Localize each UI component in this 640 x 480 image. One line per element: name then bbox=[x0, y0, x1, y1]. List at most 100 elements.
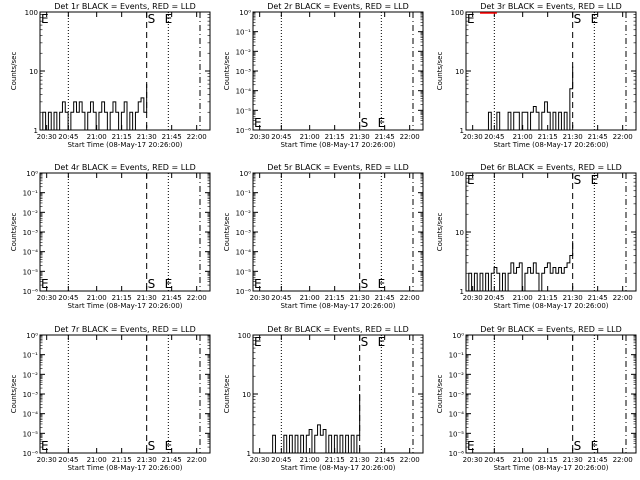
x-tick-label: 22:00 bbox=[400, 133, 420, 141]
y-tick-label: 1 bbox=[247, 450, 251, 458]
end-marker-label: E bbox=[378, 277, 386, 291]
y-tick-label: 10⁻³ bbox=[236, 68, 252, 76]
x-tick-label: 22:00 bbox=[613, 456, 633, 464]
x-tick-label: 21:00 bbox=[513, 456, 533, 464]
x-tick-label: 21:45 bbox=[588, 294, 608, 302]
y-tick-label: 10⁻⁴ bbox=[23, 249, 39, 257]
start-marker-label: S bbox=[361, 116, 369, 130]
end-marker-label: E bbox=[467, 173, 475, 187]
y-tick-label: 100 bbox=[451, 170, 464, 178]
x-tick-label: 21:00 bbox=[513, 294, 533, 302]
chart-title: Det 6r BLACK = Events, RED = LLD bbox=[480, 163, 622, 172]
x-tick-label: 20:30 bbox=[463, 294, 483, 302]
y-tick-label: 10⁻³ bbox=[23, 229, 39, 237]
y-tick-label: 10 bbox=[455, 229, 464, 237]
y-axis-label: Counts/sec bbox=[223, 52, 231, 91]
x-axis-label: Start Time (08-May-17 20:26:00) bbox=[493, 302, 608, 310]
x-tick-label: 21:00 bbox=[300, 294, 320, 302]
end-marker-label: E bbox=[378, 116, 386, 130]
events-series bbox=[466, 241, 574, 292]
x-tick-label: 21:00 bbox=[87, 456, 107, 464]
plot-frame bbox=[252, 172, 424, 292]
x-tick-label: 21:30 bbox=[563, 456, 583, 464]
chart-title: Det 7r BLACK = Events, RED = LLD bbox=[54, 325, 196, 334]
detector-chart-2: Det 2r BLACK = Events, RED = LLD 10⁻⁶ 10⁻⁵… bbox=[223, 2, 424, 149]
x-tick-label: 20:45 bbox=[484, 133, 504, 141]
x-tick-label: 21:45 bbox=[162, 294, 182, 302]
x-axis-label: Start Time (08-May-17 20:26:00) bbox=[67, 464, 182, 472]
end-marker-label: E bbox=[254, 116, 262, 130]
x-tick-label: 20:30 bbox=[37, 294, 57, 302]
y-tick-label: 10⁻⁶ bbox=[236, 127, 252, 135]
chart-title: Det 3r BLACK = Events, RED = LLD bbox=[480, 2, 622, 11]
x-tick-label: 21:30 bbox=[137, 456, 157, 464]
y-axis-label: Counts/sec bbox=[10, 375, 18, 414]
x-tick-label: 20:30 bbox=[463, 133, 483, 141]
y-tick-label: 10⁻¹ bbox=[23, 352, 39, 360]
y-axis-label: Counts/sec bbox=[10, 52, 18, 91]
y-tick-label: 1 bbox=[34, 127, 38, 135]
y-tick-label: 100 bbox=[25, 9, 38, 17]
y-tick-label: 10⁻⁴ bbox=[23, 411, 39, 419]
x-tick-label: 21:15 bbox=[112, 133, 132, 141]
y-tick-label: 10⁻¹ bbox=[236, 190, 252, 198]
start-marker-label: S bbox=[574, 173, 582, 187]
detector-chart-3: Det 3r BLACK = Events, RED = LLD 1 10 100 20… bbox=[436, 2, 637, 149]
x-tick-label: 20:45 bbox=[58, 133, 78, 141]
x-tick-label: 20:30 bbox=[463, 456, 483, 464]
y-tick-label: 10⁰ bbox=[452, 332, 464, 340]
end-marker-label: E bbox=[41, 277, 49, 291]
events-series bbox=[40, 84, 148, 131]
end-marker-label: E bbox=[591, 439, 599, 453]
start-marker-label: S bbox=[361, 277, 369, 291]
x-tick-label: 20:45 bbox=[271, 456, 291, 464]
end-marker-label: E bbox=[254, 277, 262, 291]
y-axis-label: Counts/sec bbox=[223, 375, 231, 414]
detector-chart-6: Det 6r BLACK = Events, RED = LLD 1 10 100 20… bbox=[436, 163, 637, 310]
x-tick-label: 21:30 bbox=[350, 294, 370, 302]
end-marker-label: E bbox=[41, 12, 49, 26]
end-marker-label: E bbox=[165, 439, 173, 453]
x-tick-label: 20:45 bbox=[58, 294, 78, 302]
x-tick-label: 21:15 bbox=[325, 133, 345, 141]
detector-chart-8: Det 8r BLACK = Events, RED = LLD 1 10 100 20… bbox=[223, 325, 424, 472]
y-axis-label: Counts/sec bbox=[436, 52, 444, 91]
y-tick-label: 10⁻¹ bbox=[236, 29, 252, 37]
x-tick-label: 21:15 bbox=[538, 294, 558, 302]
y-tick-label: 10⁻² bbox=[449, 371, 465, 379]
plot-frame bbox=[39, 172, 211, 292]
start-marker-label: S bbox=[574, 439, 582, 453]
detector-chart-4: Det 4r BLACK = Events, RED = LLD 10⁻⁶ 10⁻⁵… bbox=[10, 163, 211, 310]
y-tick-label: 10⁻³ bbox=[23, 391, 39, 399]
y-tick-label: 10⁻⁴ bbox=[449, 411, 465, 419]
x-tick-label: 21:45 bbox=[375, 133, 395, 141]
y-tick-label: 1 bbox=[460, 127, 464, 135]
events-series bbox=[269, 394, 361, 454]
x-tick-label: 20:30 bbox=[37, 133, 57, 141]
x-tick-label: 20:45 bbox=[484, 456, 504, 464]
y-tick-label: 10⁻¹ bbox=[449, 352, 465, 360]
chart-title: Det 4r BLACK = Events, RED = LLD bbox=[54, 163, 196, 172]
x-tick-label: 21:30 bbox=[563, 294, 583, 302]
y-tick-label: 10⁻¹ bbox=[23, 190, 39, 198]
start-marker-label: S bbox=[148, 439, 156, 453]
plot-frame bbox=[39, 334, 211, 454]
y-tick-label: 10⁰ bbox=[26, 170, 38, 178]
y-tick-label: 10⁻² bbox=[23, 371, 39, 379]
x-tick-label: 21:00 bbox=[300, 456, 320, 464]
y-tick-label: 100 bbox=[451, 9, 464, 17]
y-tick-label: 10⁻⁵ bbox=[23, 430, 39, 438]
start-marker-label: S bbox=[148, 12, 156, 26]
x-tick-label: 20:30 bbox=[250, 133, 270, 141]
x-tick-label: 21:30 bbox=[350, 133, 370, 141]
end-marker-label: E bbox=[254, 335, 262, 349]
y-tick-label: 10⁻⁵ bbox=[449, 430, 465, 438]
x-tick-label: 20:45 bbox=[484, 294, 504, 302]
x-tick-label: 22:00 bbox=[187, 133, 207, 141]
end-marker-label: E bbox=[41, 439, 49, 453]
x-tick-label: 22:00 bbox=[613, 294, 633, 302]
end-marker-label: E bbox=[467, 439, 475, 453]
x-axis-label: Start Time (08-May-17 20:26:00) bbox=[67, 302, 182, 310]
start-marker-label: S bbox=[361, 335, 369, 349]
